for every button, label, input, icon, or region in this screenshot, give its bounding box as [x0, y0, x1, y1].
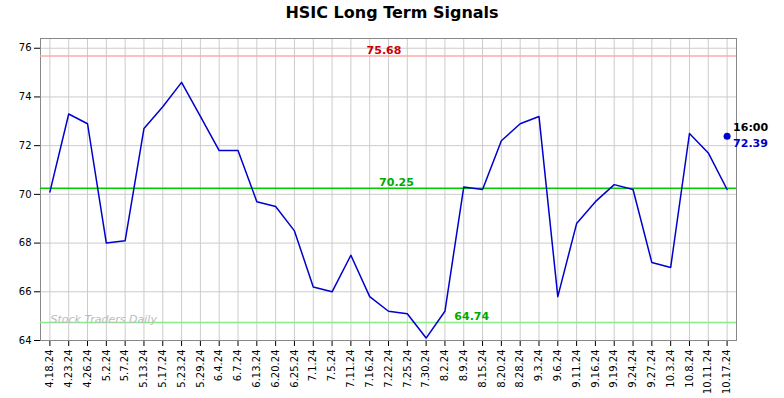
svg-text:6.25.24: 6.25.24 [289, 350, 300, 388]
svg-text:7.30.24: 7.30.24 [420, 350, 431, 388]
svg-text:76: 76 [19, 42, 32, 53]
svg-text:8.2.24: 8.2.24 [439, 350, 450, 382]
svg-text:70.25: 70.25 [379, 176, 414, 189]
svg-text:6.7.24: 6.7.24 [232, 350, 243, 382]
svg-text:5.13.24: 5.13.24 [138, 350, 149, 388]
svg-text:5.29.24: 5.29.24 [195, 350, 206, 388]
svg-text:5.23.24: 5.23.24 [176, 350, 187, 388]
svg-text:10.8.24: 10.8.24 [684, 350, 695, 388]
svg-text:7.16.24: 7.16.24 [364, 350, 375, 388]
svg-text:5.7.24: 5.7.24 [119, 350, 130, 382]
svg-text:9.16.24: 9.16.24 [590, 350, 601, 388]
svg-text:9.6.24: 9.6.24 [552, 350, 563, 382]
html-text:HSIC Long Term Signals: HSIC Long Term Signals [285, 3, 499, 22]
svg-text:68: 68 [19, 237, 32, 248]
svg-text:74: 74 [19, 91, 32, 102]
svg-text:4.26.24: 4.26.24 [82, 350, 93, 388]
svg-text:6.13.24: 6.13.24 [251, 350, 262, 388]
svg-text:5.17.24: 5.17.24 [157, 350, 168, 388]
svg-text:64: 64 [19, 335, 32, 346]
svg-text:75.68: 75.68 [367, 44, 402, 57]
svg-text:9.27.24: 9.27.24 [646, 350, 657, 388]
svg-text:8.28.24: 8.28.24 [514, 350, 525, 388]
svg-text:4.18.24: 4.18.24 [44, 350, 55, 388]
svg-text:5.2.24: 5.2.24 [101, 350, 112, 382]
svg-text:7.11.24: 7.11.24 [345, 350, 356, 388]
svg-text:Stock Traders Daily: Stock Traders Daily [51, 313, 158, 326]
svg-text:70: 70 [19, 189, 32, 200]
svg-text:6.20.24: 6.20.24 [270, 350, 281, 388]
svg-text:8.15.24: 8.15.24 [477, 350, 488, 388]
svg-text:8.20.24: 8.20.24 [496, 350, 507, 388]
svg-text:7.5.24: 7.5.24 [326, 350, 337, 382]
svg-text:9.3.24: 9.3.24 [533, 350, 544, 382]
svg-text:8.9.24: 8.9.24 [458, 350, 469, 382]
svg-text:16:00: 16:00 [733, 121, 768, 134]
svg-text:9.11.24: 9.11.24 [571, 350, 582, 388]
svg-text:72.39: 72.39 [733, 137, 768, 150]
svg-text:64.74: 64.74 [454, 310, 489, 323]
svg-text:10.3.24: 10.3.24 [665, 350, 676, 388]
svg-text:4.23.24: 4.23.24 [63, 350, 74, 388]
svg-text:9.19.24: 9.19.24 [608, 350, 619, 388]
svg-text:7.1.24: 7.1.24 [307, 350, 318, 382]
svg-text:72: 72 [19, 140, 32, 151]
svg-text:7.25.24: 7.25.24 [402, 350, 413, 388]
svg-text:7.22.24: 7.22.24 [383, 350, 394, 388]
svg-text:10.17.24: 10.17.24 [721, 350, 732, 395]
svg-text:6.4.24: 6.4.24 [213, 350, 224, 382]
svg-text:10.11.24: 10.11.24 [702, 350, 713, 395]
svg-text:66: 66 [19, 286, 32, 297]
svg-text:9.24.24: 9.24.24 [627, 350, 638, 388]
